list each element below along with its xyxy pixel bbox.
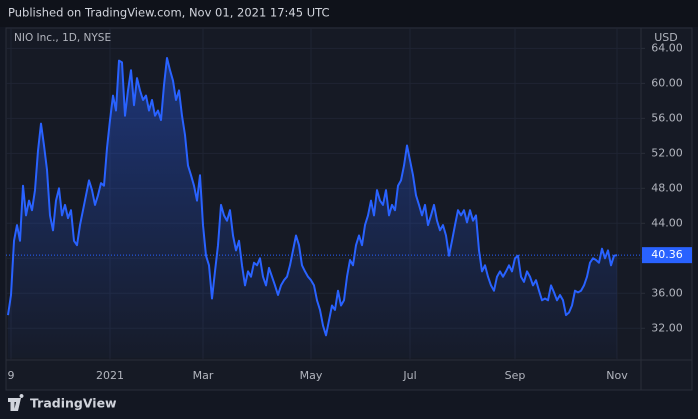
x-tick-label: Sep	[505, 369, 526, 382]
plot	[6, 57, 641, 358]
area	[8, 58, 617, 358]
x-tick-label: Jul	[402, 369, 416, 382]
price-line	[7, 57, 618, 337]
symbol-title: NIO Inc., 1D, NYSE	[14, 32, 111, 44]
x-tick-label: Nov	[606, 369, 628, 382]
y-tick-label: 56.00	[651, 111, 683, 124]
header-bar	[0, 0, 698, 27]
y-tick-label: 52.00	[651, 146, 683, 159]
last-price-label: 40.36	[651, 248, 683, 261]
last-price-tag	[642, 247, 692, 264]
axis-unit: USD	[654, 31, 678, 44]
x-tick-label: May	[300, 369, 323, 382]
axes: 32.0036.0040.0044.0048.0052.0056.0060.00…	[8, 41, 692, 382]
brand-logo: TradingView	[8, 394, 117, 411]
header-text: Published on TradingView.com, Nov 01, 20…	[8, 6, 330, 20]
y-tick-label: 48.00	[651, 181, 683, 194]
x-tick-label: 9	[8, 369, 15, 382]
y-tick-label: 44.00	[651, 216, 683, 229]
brand-text: TradingView	[30, 396, 117, 411]
x-tick-label: Mar	[193, 369, 214, 382]
y-tick-label: 36.00	[651, 286, 683, 299]
x-tick-label: 2021	[96, 369, 124, 382]
y-tick-label: 60.00	[651, 76, 683, 89]
y-tick-label: 64.00	[651, 41, 683, 54]
y-tick-label: 32.00	[651, 321, 683, 334]
